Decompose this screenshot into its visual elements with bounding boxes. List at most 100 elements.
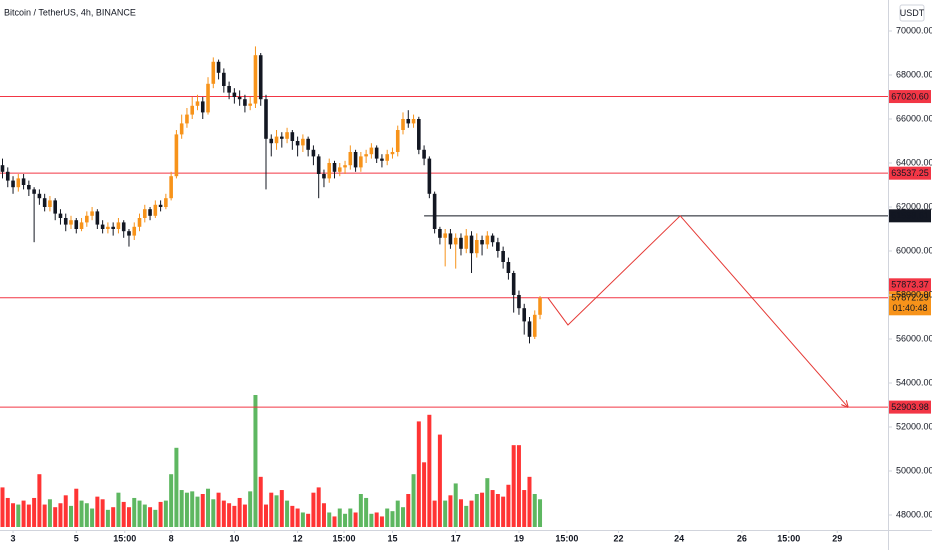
y-tick-label: 54000.00 — [896, 377, 932, 387]
x-tick-label: 17 — [451, 533, 461, 543]
candle-body — [422, 149, 426, 159]
x-tick-label: 22 — [614, 533, 624, 543]
volume-bar — [269, 492, 274, 527]
volume-bar — [321, 503, 326, 527]
volume-bar — [416, 421, 421, 527]
volume-bar — [390, 511, 395, 527]
candle-body — [264, 99, 268, 139]
candle-body — [517, 294, 521, 309]
volume-bar — [385, 508, 390, 527]
volume-bar — [111, 507, 116, 527]
y-tick-label: 56000.00 — [896, 333, 932, 343]
volume-bar — [242, 504, 247, 527]
price-tag-label: 52903.98 — [891, 402, 929, 412]
volume-bar — [295, 508, 300, 527]
volume-bar — [374, 512, 379, 527]
candle-body — [32, 189, 36, 194]
volume-bar — [121, 501, 126, 527]
candle-body — [522, 308, 527, 322]
x-tick-label: 15:00 — [555, 533, 578, 543]
candle-body — [485, 235, 490, 245]
candle-body — [74, 220, 79, 229]
candle-body — [427, 158, 432, 194]
candle-body — [216, 61, 221, 73]
volume-bar — [11, 503, 16, 527]
volume-bar — [379, 516, 384, 527]
candle-body — [200, 101, 205, 113]
volume-bar — [16, 504, 21, 527]
volume-bar — [200, 494, 205, 527]
candle-body — [532, 314, 537, 337]
candle-body — [42, 198, 47, 207]
price-tag-label: 63537.25 — [891, 168, 929, 178]
y-tick-label: 66000.00 — [896, 113, 932, 123]
volume-bar — [285, 500, 290, 527]
candle-body — [269, 138, 274, 144]
x-tick-label: 15 — [387, 533, 397, 543]
volume-bar — [427, 414, 432, 527]
volume-bar — [480, 492, 485, 527]
y-tick-label: 50000.00 — [896, 465, 932, 475]
volume-bar — [279, 490, 284, 527]
volume-bar — [79, 500, 84, 527]
volume-bar — [142, 504, 147, 527]
candle-body — [95, 211, 100, 225]
volume-bar — [353, 512, 358, 527]
candle-body — [527, 321, 532, 337]
volume-bar — [32, 497, 37, 527]
candle-body — [158, 204, 163, 207]
candle-body — [348, 151, 353, 166]
volume-bar — [443, 500, 448, 527]
volume-bar — [158, 501, 163, 527]
volume-bar — [411, 474, 416, 527]
volume-bar — [100, 499, 105, 527]
volume-bar — [337, 508, 342, 527]
candle-body — [237, 96, 242, 100]
candle-body — [174, 134, 179, 177]
volume-bar — [58, 503, 63, 527]
volume-bar — [332, 516, 337, 527]
volume-bar — [153, 509, 158, 527]
candle-body — [206, 83, 210, 113]
volume-bar — [126, 507, 131, 527]
volume-bar — [474, 494, 479, 527]
last-price-label: 57872.29 — [891, 293, 929, 303]
candle-body — [474, 239, 479, 254]
volume-bar — [290, 505, 295, 527]
volume-bar — [506, 484, 511, 527]
volume-bar — [311, 492, 316, 527]
volume-bar — [369, 513, 374, 527]
candle-body — [290, 132, 295, 141]
candle-body — [132, 226, 137, 236]
candle-body — [164, 198, 168, 207]
volume-bar — [253, 395, 258, 527]
y-tick-label: 64000.00 — [896, 157, 932, 167]
volume-bar — [206, 488, 211, 527]
price-tag-label: 61598.61 — [891, 211, 929, 221]
candle-body — [343, 165, 347, 168]
volume-bar — [237, 497, 242, 527]
candle-body — [448, 233, 453, 245]
currency-box[interactable] — [899, 4, 925, 22]
y-tick-label: 52000.00 — [896, 421, 932, 431]
price-tag-label: 67020.60 — [891, 91, 929, 101]
volume-bar — [453, 483, 458, 527]
y-tick-label: 70000.00 — [896, 25, 932, 35]
candle-body — [211, 61, 216, 84]
volume-bar — [116, 492, 121, 527]
y-tick-label: 58000.00 — [896, 289, 932, 299]
candle-body — [169, 176, 173, 199]
candle-body — [301, 138, 305, 146]
volume-bar — [179, 490, 184, 527]
currency-label: USDT — [900, 8, 925, 18]
volume-bar — [348, 508, 353, 527]
candle-body — [490, 235, 495, 243]
candle-body — [501, 250, 505, 262]
candle-body — [16, 178, 21, 188]
volume-bar — [516, 445, 521, 527]
last-price-tag — [889, 291, 931, 316]
volume-bar — [190, 491, 195, 527]
candle-body — [432, 193, 437, 229]
